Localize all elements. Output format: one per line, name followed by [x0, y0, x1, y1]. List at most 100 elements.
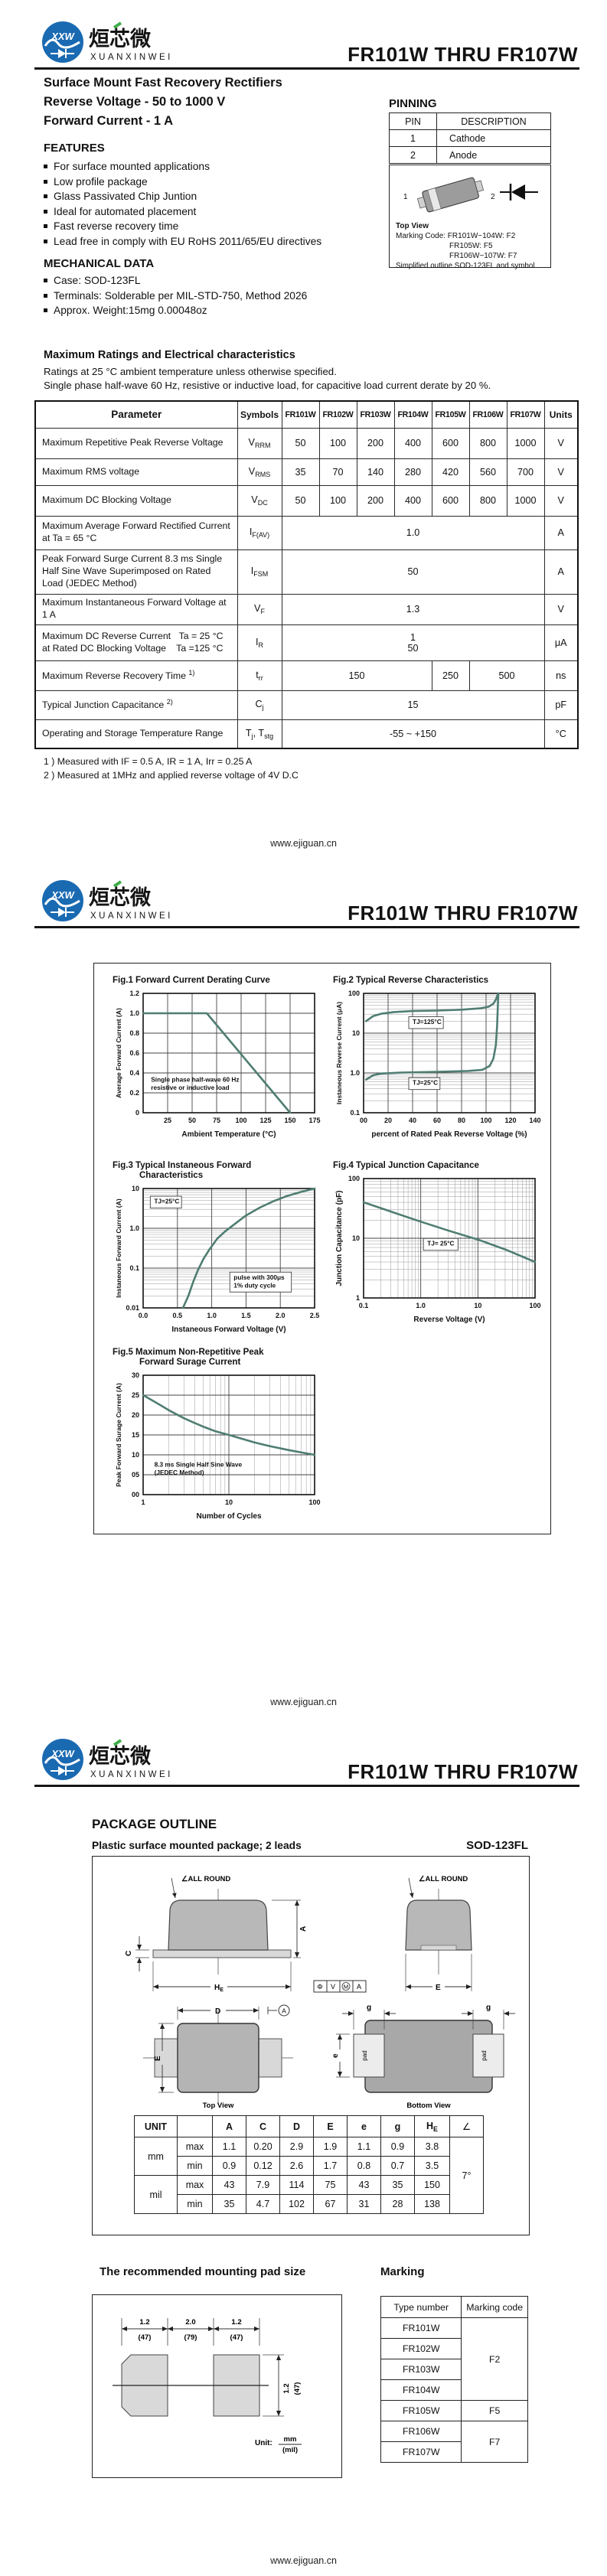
svg-text:10: 10: [225, 1498, 233, 1506]
marking-code-line: FR106W~107W: F7: [449, 252, 517, 260]
unit-cell: A: [543, 549, 579, 595]
svg-text:100: 100: [480, 1117, 491, 1124]
svg-text:Instaneous Reverse Current (μA: Instaneous Reverse Current (μA): [335, 1002, 343, 1104]
value-cell: 1000: [506, 427, 545, 459]
value-cell: 15: [281, 690, 545, 720]
table-row: Maximum RMS voltage VRMS 35 70 140 280 4…: [34, 458, 579, 486]
features-list: For surface mounted applications Low pro…: [44, 159, 380, 249]
column-header: D: [279, 2115, 314, 2137]
brand-logo: XXW 烜芯微 XUANXINWEI: [40, 1736, 216, 1787]
column-header: FR102W: [318, 400, 357, 429]
unit-cell: A: [543, 515, 579, 550]
parameter-cell: Peak Forward Surge Current 8.3 ms Single…: [34, 549, 238, 595]
value-cell: 50: [281, 484, 320, 517]
svg-text:1: 1: [141, 1498, 145, 1506]
pad-dim-label: 2.0: [185, 2318, 195, 2327]
svg-text:15: 15: [132, 1431, 139, 1439]
table-row: Operating and Storage Temperature Range …: [34, 719, 579, 749]
svg-text:V: V: [331, 1983, 335, 1991]
logo-cn-text: 烜芯微: [89, 28, 151, 51]
bullet-icon: [44, 209, 47, 214]
svg-text:150: 150: [284, 1117, 295, 1124]
svg-text:100: 100: [348, 1175, 360, 1182]
svg-text:0: 0: [135, 1109, 139, 1117]
list-item: For surface mounted applications: [44, 159, 380, 174]
unit-numerator: mm: [284, 2435, 297, 2444]
svg-text:1.0: 1.0: [350, 1069, 360, 1077]
table-row: Maximum Instantaneous Forward Voltage at…: [34, 593, 579, 625]
svg-text:60: 60: [433, 1117, 441, 1124]
value-cell: 150: [281, 660, 432, 691]
table-row: FR103W: [380, 2359, 528, 2380]
figure-title: Fig.4 Typical Junction Capacitance: [333, 1161, 479, 1170]
svg-text:M: M: [344, 1984, 348, 1991]
dim-e-label: e: [331, 2053, 340, 2058]
cell: 31: [347, 2194, 381, 2214]
cell: 2: [389, 146, 437, 164]
symbol-cell: VRRM: [237, 427, 282, 459]
value-cell: 35: [281, 458, 320, 486]
value-cell: 1000: [506, 484, 545, 517]
svg-text:00: 00: [360, 1117, 367, 1124]
figure-fig1: Fig.1 Forward Current Derating Curve Sin…: [113, 976, 327, 1142]
table-row: Maximum Repetitive Peak Reverse Voltage …: [34, 427, 579, 459]
unit-cell: mm: [134, 2137, 178, 2176]
mechanical-heading: MECHANICAL DATA: [44, 257, 155, 270]
svg-text:1.0: 1.0: [416, 1302, 426, 1309]
cell: 43: [347, 2175, 381, 2195]
footer-url: www.ejiguan.cn: [270, 838, 337, 849]
column-header: FR104W: [393, 400, 432, 429]
svg-text:0.4: 0.4: [129, 1069, 139, 1077]
header-rule: [34, 926, 579, 928]
svg-text:40: 40: [409, 1117, 416, 1124]
column-header: g: [380, 2115, 415, 2137]
package-subtitle: Plastic surface mounted package; 2 leads: [92, 1840, 302, 1851]
figure-fig4: Fig.4 Typical Junction Capacitance TJ= 2…: [333, 1161, 547, 1327]
pin1-label: 1: [403, 193, 408, 201]
unit-denominator: (mil): [282, 2446, 298, 2454]
brand-logo: XXW 烜芯微 XUANXINWEI: [40, 18, 216, 70]
value-cell: 500: [468, 660, 545, 691]
svg-text:25: 25: [132, 1391, 139, 1399]
column-header: Marking code: [461, 2296, 528, 2318]
svg-text:resistive or inductive load: resistive or inductive load: [151, 1084, 229, 1091]
figure-title: Fig.1 Forward Current Derating Curve: [113, 976, 270, 985]
svg-text:10: 10: [474, 1302, 481, 1309]
unit-cell: pF: [543, 690, 579, 720]
brand-logo: XXW 烜芯微 XUANXINWEI: [40, 877, 216, 928]
value-cell: 1 50: [281, 624, 545, 661]
page-3: XXW 烜芯微 XUANXINWEI FR101W THRU FR107W PA…: [0, 1717, 607, 2576]
table-row: FR105W F5: [380, 2400, 528, 2421]
package-name: SOD-123FL: [466, 1839, 528, 1852]
svg-text:Single phase half-wave 60 Hz: Single phase half-wave 60 Hz: [151, 1076, 239, 1084]
svg-text:20: 20: [132, 1411, 139, 1419]
figures-panel: Fig.1 Forward Current Derating Curve Sin…: [93, 963, 551, 1534]
symbol-cell: IF(AV): [237, 515, 282, 550]
cell: FR105W: [380, 2400, 462, 2421]
package-and-symbol-drawing: 1 2: [403, 177, 538, 213]
svg-text:10: 10: [132, 1185, 139, 1192]
list-item: Glass Passivated Chip Juntion: [44, 189, 380, 204]
column-header: FR107W: [506, 400, 545, 429]
footer-url: www.ejiguan.cn: [270, 2555, 337, 2566]
cell: 0.9: [380, 2137, 415, 2157]
package-drawing-box: ∠ALL ROUND A C HE: [92, 1856, 530, 2235]
svg-text:1.2: 1.2: [129, 990, 139, 997]
svg-text:TJ= 25°C: TJ= 25°C: [427, 1240, 454, 1247]
cell: FR107W: [380, 2441, 462, 2463]
marking-code-cell: F7: [461, 2421, 528, 2463]
table-row: Maximum DC Blocking Voltage VDC 50 100 2…: [34, 484, 579, 517]
table-row: 1 Cathode: [389, 129, 551, 147]
cell: FR101W: [380, 2317, 462, 2339]
svg-text:Instaneous Forward Current (A): Instaneous Forward Current (A): [115, 1198, 122, 1298]
cell: 35: [380, 2175, 415, 2195]
pad-dim-label: 1.2: [282, 2383, 291, 2393]
bullet-icon: [44, 239, 47, 243]
column-header: ∠: [449, 2115, 484, 2137]
column-header: A: [212, 2115, 246, 2137]
page-title: FR101W THRU FR107W: [348, 43, 578, 66]
value-cell: 1.3: [281, 593, 545, 625]
top-view-label: Top View: [396, 222, 429, 230]
value-cell: 700: [506, 458, 545, 486]
list-item: Approx. Weight:15mg 0.00048oz: [44, 303, 396, 318]
